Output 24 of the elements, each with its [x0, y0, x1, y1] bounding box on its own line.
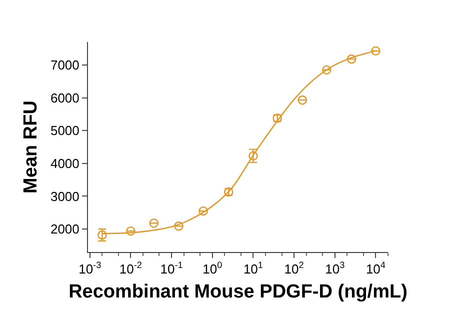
x-tick-label: 10$^{1}$: [243, 260, 263, 277]
x-tick-label: 10$^{-2}$: [119, 260, 142, 277]
y-tick-label: 6000: [50, 90, 80, 106]
y-tick-label: 3000: [50, 188, 80, 204]
y-tick-label: 4000: [50, 156, 80, 171]
y-tick-label: 5000: [50, 123, 80, 138]
x-tick-label: 10$^{2}$: [284, 260, 304, 277]
point: [298, 95, 308, 105]
x-tick-label: 10$^{3}$: [325, 260, 345, 277]
point: [174, 221, 184, 231]
y-axis-title: Mean RFU: [20, 100, 42, 194]
point: [371, 46, 380, 56]
x-tick-label: 10$^{4}$: [366, 260, 386, 277]
x-tick-label: 10$^{-3}$: [78, 260, 102, 277]
y-tick-label: 2000: [50, 222, 80, 237]
x-axis-title: Recombinant Mouse PDGF-D (ng/mL): [68, 281, 408, 302]
point: [322, 65, 332, 75]
x-tick-label: 10$^{0}$: [202, 260, 222, 277]
point: [126, 226, 136, 236]
point: [149, 218, 159, 228]
point: [198, 206, 208, 216]
y-tick-label: 7000: [50, 58, 80, 73]
x-tick-label: 10$^{-1}$: [160, 260, 183, 277]
point: [346, 54, 356, 64]
